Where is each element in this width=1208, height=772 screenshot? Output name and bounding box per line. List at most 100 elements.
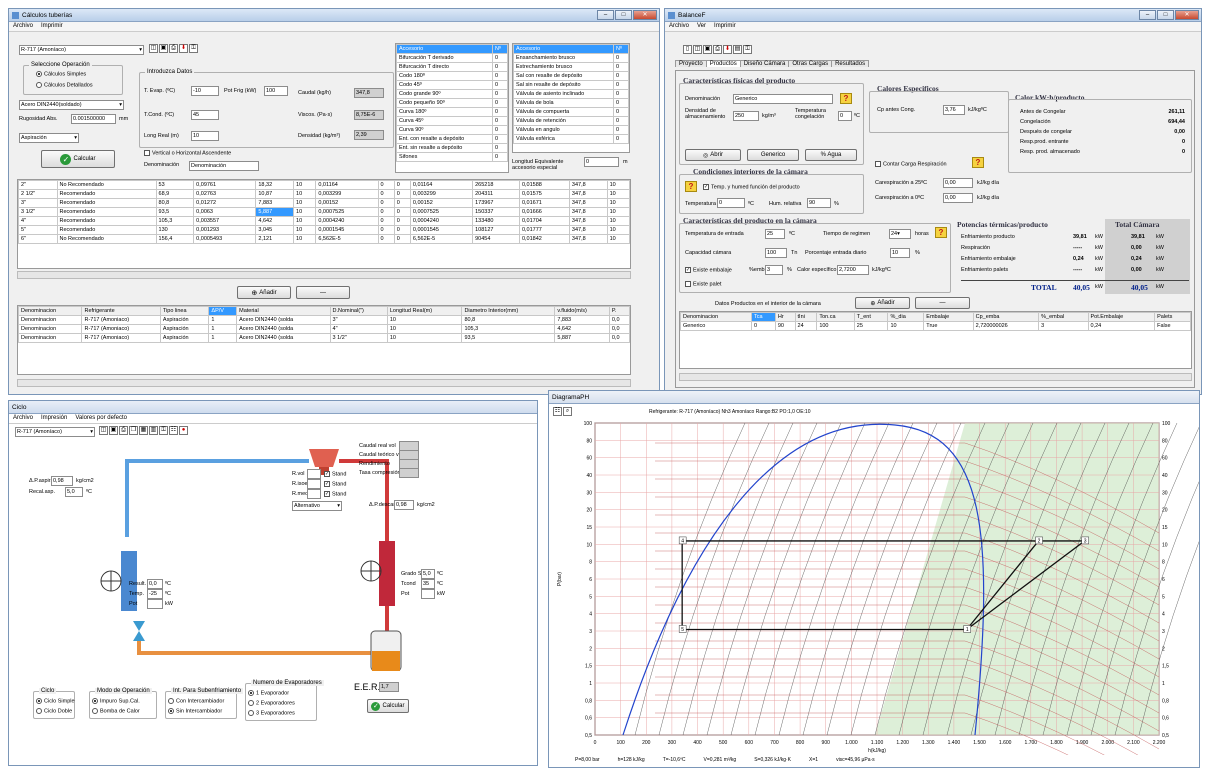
- open-icon[interactable]: ◫: [149, 44, 158, 53]
- column-header[interactable]: Denominacion: [18, 306, 83, 316]
- tevap-input[interactable]: -10: [191, 86, 219, 96]
- pent-input[interactable]: 10: [890, 248, 910, 258]
- column-header[interactable]: Hr: [774, 312, 796, 322]
- menu-archivo[interactable]: Archivo: [13, 415, 34, 421]
- column-header[interactable]: Palets: [1154, 312, 1191, 322]
- zoom-icon[interactable]: ⌕: [563, 407, 572, 416]
- temp-humed-checkbox[interactable]: ✓ Temp. y humed función del producto: [703, 184, 800, 191]
- maximize-button[interactable]: □: [615, 10, 632, 20]
- resp25-input[interactable]: 0,00: [943, 178, 973, 188]
- stop-icon[interactable]: ●: [179, 426, 188, 435]
- paspir-input[interactable]: 0,98: [51, 476, 73, 486]
- table-row[interactable]: Denominacion R-717 (Amoniaco) Aspiración 1 A…: [18, 315, 630, 325]
- potfrig-input[interactable]: 100: [264, 86, 288, 96]
- accesorio-count[interactable]: 0: [612, 116, 629, 126]
- open-icon[interactable]: ◫: [99, 426, 108, 435]
- leq-input[interactable]: 0: [584, 157, 619, 167]
- modo-2-radio[interactable]: Bomba de Calor: [92, 708, 140, 714]
- save-icon[interactable]: ▣: [109, 426, 118, 435]
- risoen-stand-checkbox[interactable]: ✓ Stand: [324, 481, 347, 488]
- save-icon[interactable]: ▣: [703, 45, 712, 54]
- op-simple-radio[interactable]: Cálculos Simples: [36, 71, 86, 77]
- op-detalle-radio[interactable]: Cálculos Detallados: [36, 82, 93, 88]
- embalaje-checkbox[interactable]: ✓ Existe embalaje: [685, 267, 732, 274]
- inter-1-radio[interactable]: Con Intercambiador: [168, 698, 224, 704]
- menu-imprimir[interactable]: Imprimir: [41, 23, 63, 29]
- nevap-1-radio[interactable]: 1 Evaporador: [248, 690, 289, 696]
- compressor-type-select[interactable]: Alternativo ▾: [292, 501, 342, 511]
- accesorio-count[interactable]: 0: [612, 107, 629, 117]
- rugosidad-input[interactable]: 0.001500000: [71, 114, 116, 124]
- tab-productos[interactable]: Productos: [705, 60, 741, 67]
- tcong-input[interactable]: 0: [838, 111, 852, 121]
- agua-button[interactable]: % Agua: [805, 149, 857, 161]
- table-icon[interactable]: ☷: [553, 407, 562, 416]
- menu-archivo[interactable]: Archivo: [669, 23, 690, 29]
- cap-input[interactable]: 100: [765, 248, 787, 258]
- column-header[interactable]: Refrigerante: [81, 306, 161, 316]
- print-icon[interactable]: ⎙: [169, 44, 178, 53]
- rvol-input[interactable]: [307, 469, 321, 479]
- table-row[interactable]: 4" Recomendado 105,3 0,003557 4,642 10 0,00042…: [18, 216, 630, 226]
- treg-hint-icon[interactable]: ?: [935, 227, 947, 238]
- temp-input[interactable]: 0: [717, 198, 745, 208]
- line-type-select[interactable]: Aspiración ▾: [19, 133, 79, 143]
- accesorio-count[interactable]: 0: [491, 134, 508, 144]
- accesorio-count[interactable]: 0: [491, 107, 508, 117]
- remove-producto-button[interactable]: —: [915, 297, 970, 309]
- carga-resp-checkbox[interactable]: Contar Carga Respiración: [875, 161, 947, 167]
- column-header[interactable]: T_ent: [853, 312, 889, 322]
- accesorio-count[interactable]: 0: [491, 116, 508, 126]
- nevap-3-radio[interactable]: 3 Evaporadores: [248, 710, 295, 716]
- treg-select[interactable]: 24▾: [889, 229, 911, 239]
- accesorio-count[interactable]: 0: [612, 62, 629, 72]
- temp-evap-input[interactable]: -25: [147, 589, 163, 599]
- table-row[interactable]: 5" Recomendado 130 0,001293 3,045 10 0,0001545…: [18, 225, 630, 235]
- grado-input[interactable]: 5,0: [421, 569, 435, 579]
- tab-otras-cargas[interactable]: Otras Cargas: [788, 60, 833, 67]
- vertical-checkbox[interactable]: Vertical o Horizontal Ascendente: [144, 150, 231, 156]
- generico-button[interactable]: Generico: [747, 149, 799, 161]
- column-header[interactable]: v.fluido(m/s): [554, 306, 610, 316]
- column-header[interactable]: Tca: [750, 312, 776, 322]
- grid-icon[interactable]: ▦: [139, 426, 148, 435]
- column-header[interactable]: Material: [236, 306, 331, 316]
- column-header[interactable]: D.Nominal("): [329, 306, 388, 316]
- new-icon[interactable]: ▯: [683, 45, 692, 54]
- anadir-button[interactable]: ⊕ Añadir: [237, 286, 291, 299]
- accesorio-count[interactable]: 0: [491, 143, 508, 153]
- pot-cond-input[interactable]: [421, 589, 435, 599]
- accesorio-count[interactable]: 0: [491, 152, 508, 162]
- rmec-stand-checkbox[interactable]: ✓ Stand: [324, 491, 347, 498]
- tab-proyecto[interactable]: Proyecto: [675, 60, 707, 67]
- menu-archivo[interactable]: Archivo: [13, 23, 34, 29]
- table-row[interactable]: 6" No Recomendado 156,4 0,0005493 2,121 10 6,5…: [18, 234, 630, 244]
- close-button[interactable]: ✕: [1175, 10, 1199, 20]
- cp-input[interactable]: 3,76: [943, 105, 965, 115]
- nevap-2-radio[interactable]: 2 Evaporadores: [248, 700, 295, 706]
- menu-imprimir[interactable]: Imprimir: [714, 23, 736, 29]
- column-header[interactable]: Pot.Embalaje: [1087, 312, 1156, 322]
- accesorio-count[interactable]: 0: [612, 125, 629, 135]
- ciclo-doble-radio[interactable]: Ciclo Doble: [36, 708, 72, 714]
- tcond-input[interactable]: 35: [421, 579, 435, 589]
- table-row[interactable]: Denominacion R-717 (Amoniaco) Aspiración 1 A…: [18, 333, 630, 343]
- ciclo-simple-radio[interactable]: Ciclo Simple: [36, 698, 75, 704]
- accesorio-count[interactable]: 0: [612, 98, 629, 108]
- table-row[interactable]: 2 1/2" Recomendado 68,9 0,02763 10,87 10 0,003…: [18, 189, 630, 199]
- accesorio-count[interactable]: 0: [491, 62, 508, 72]
- accesorio-count[interactable]: 0: [491, 89, 508, 99]
- save-alt-icon[interactable]: ▤: [733, 45, 742, 54]
- column-header[interactable]: Cp_emba: [972, 312, 1040, 322]
- result-input[interactable]: 0,0: [147, 579, 163, 589]
- tab-diseno-camara[interactable]: Diseño Cámara: [739, 60, 790, 67]
- denominacion-input[interactable]: Generico: [733, 94, 833, 104]
- download-icon[interactable]: ⬇: [179, 44, 188, 53]
- column-header[interactable]: Embalaje: [923, 312, 974, 322]
- long-input[interactable]: 10: [191, 131, 219, 141]
- densidad-input[interactable]: 250: [733, 111, 759, 121]
- pot-evap-input[interactable]: [147, 599, 163, 609]
- minimize-button[interactable]: –: [1139, 10, 1156, 20]
- modo-1-radio[interactable]: Impuro Sup.Cal.: [92, 698, 140, 704]
- accesorio-count[interactable]: 0: [491, 71, 508, 81]
